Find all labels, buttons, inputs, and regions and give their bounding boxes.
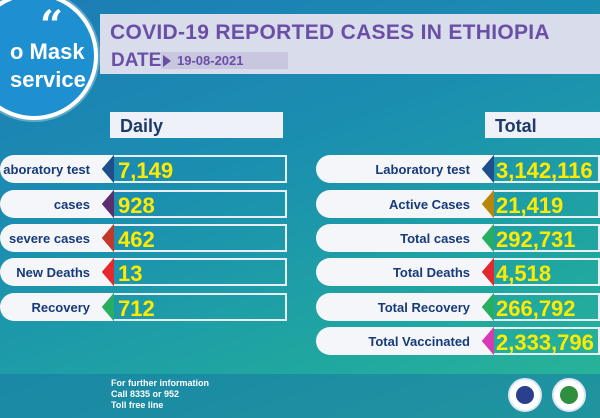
daily-row: New Deaths 13 — [0, 258, 600, 286]
total-row-value: 4,518 — [490, 258, 600, 286]
daily-row-label: Recovery — [0, 293, 112, 321]
total-header: Total — [485, 112, 600, 138]
daily-row-value: 712 — [112, 293, 287, 321]
footer-line-2: Call 8335 or 952 — [111, 389, 180, 399]
total-row-label: Total Recovery — [316, 293, 492, 321]
footer-bar — [0, 374, 600, 418]
date-value: 19-08-2021 — [161, 52, 288, 69]
daily-row-value: 928 — [112, 190, 287, 218]
ephi-logo-icon — [552, 378, 586, 412]
total-row-marker-icon — [482, 190, 494, 218]
daily-row-value: 13 — [112, 258, 287, 286]
total-row-marker-icon — [482, 293, 494, 321]
total-row-value: 21,419 — [490, 190, 600, 218]
daily-row-label: New Deaths — [0, 258, 112, 286]
total-row-label: Laboratory test — [316, 155, 492, 183]
daily-row-marker-icon — [102, 190, 114, 218]
total-row-label: Total Deaths — [316, 258, 492, 286]
daily-row-label: cases — [0, 190, 112, 218]
total-row: Active Cases 21,419 — [0, 190, 600, 218]
total-row-label: Total Vaccinated — [316, 327, 492, 355]
total-row-marker-icon — [482, 258, 494, 286]
total-row: Total cases 292,731 — [0, 224, 600, 252]
total-row-value: 292,731 — [490, 224, 600, 252]
footer-info: For further information Call 8335 or 952… — [111, 378, 209, 411]
footer-line-3: Toll free line — [111, 400, 164, 410]
bubble-line-2: service — [10, 67, 86, 92]
daily-row-value: 462 — [112, 224, 287, 252]
total-row-label: Total cases — [316, 224, 492, 252]
ministry-logo-icon — [508, 378, 542, 412]
daily-row-marker-icon — [102, 293, 114, 321]
daily-row: Recovery 712 — [0, 293, 600, 321]
total-row: Total Recovery 266,792 — [0, 293, 600, 321]
total-row-label: Active Cases — [316, 190, 492, 218]
daily-row-value: 7,149 — [112, 155, 287, 183]
daily-row-label: aboratory test — [0, 155, 112, 183]
daily-row-label: severe cases — [0, 224, 112, 252]
daily-row-marker-icon — [102, 155, 114, 183]
total-row-marker-icon — [482, 224, 494, 252]
mask-message-bubble: o Mask service — [0, 0, 98, 120]
total-row-marker-icon — [482, 327, 494, 355]
footer-line-1: For further information — [111, 378, 209, 388]
date-label: DATE — [111, 50, 162, 71]
total-row: Total Vaccinated 2,333,796 — [0, 327, 600, 355]
daily-row: severe cases 462 — [0, 224, 600, 252]
daily-row-marker-icon — [102, 258, 114, 286]
total-row: Total Deaths 4,518 — [0, 258, 600, 286]
total-row-value: 2,333,796 — [490, 327, 600, 355]
total-row-value: 3,142,116 — [490, 155, 600, 183]
bubble-line-1: o Mask — [10, 39, 85, 64]
daily-row: aboratory test 7,149 — [0, 155, 600, 183]
daily-header: Daily — [110, 112, 283, 138]
total-row-value: 266,792 — [490, 293, 600, 321]
daily-row: cases 928 — [0, 190, 600, 218]
quote-mark-icon: “ — [40, 2, 64, 49]
total-row: Laboratory test 3,142,116 — [0, 155, 600, 183]
total-row-marker-icon — [482, 155, 494, 183]
page-title: COVID-19 REPORTED CASES IN ETHIOPIA — [110, 21, 550, 44]
daily-row-marker-icon — [102, 224, 114, 252]
